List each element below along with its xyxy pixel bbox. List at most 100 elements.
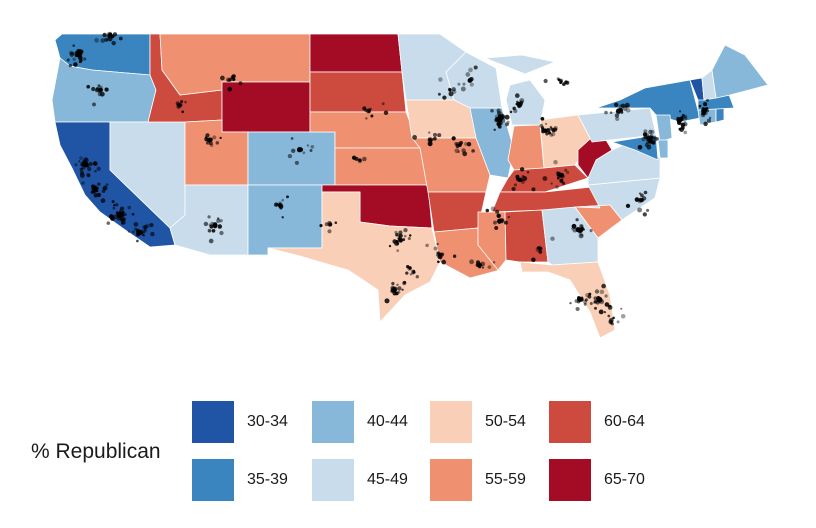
population-dot — [92, 161, 98, 166]
population-dot — [76, 53, 81, 58]
population-dot — [603, 310, 607, 314]
population-dot — [556, 77, 560, 81]
population-dot — [104, 87, 109, 92]
legend-title: % Republican — [31, 440, 161, 463]
population-dot — [643, 190, 648, 195]
population-dot — [205, 141, 209, 145]
population-dot — [569, 301, 572, 305]
population-dot — [560, 173, 564, 177]
population-dot — [435, 254, 439, 257]
population-dot — [599, 297, 603, 301]
population-dot — [681, 113, 685, 117]
population-dot — [513, 108, 518, 114]
population-dot — [403, 280, 407, 284]
population-dot — [72, 44, 75, 47]
population-dot — [290, 148, 296, 154]
population-dot — [127, 230, 131, 233]
population-dot — [136, 239, 139, 243]
population-dot — [589, 302, 593, 305]
population-dot — [100, 38, 105, 43]
population-dot — [490, 206, 496, 212]
population-dot — [504, 114, 510, 120]
population-dot — [227, 86, 232, 92]
population-dot — [408, 266, 412, 270]
population-dot — [427, 131, 431, 134]
population-dot — [433, 246, 438, 251]
population-dot — [552, 127, 558, 132]
population-dot — [407, 236, 411, 241]
population-dot — [557, 77, 561, 81]
population-dot — [428, 143, 432, 146]
population-dot — [593, 299, 598, 304]
population-dot — [118, 216, 123, 221]
population-dot — [412, 134, 418, 140]
population-dot — [469, 82, 474, 87]
legend-label: 35-39 — [247, 471, 288, 488]
population-dot — [604, 302, 610, 307]
population-dot — [555, 185, 559, 189]
legend-swatch — [549, 401, 591, 443]
population-dot — [650, 140, 654, 145]
population-dot — [454, 148, 460, 154]
population-dot — [219, 136, 222, 140]
population-dot — [531, 187, 536, 192]
population-dot — [95, 186, 99, 190]
population-dot — [519, 167, 525, 172]
population-dot — [549, 126, 553, 129]
population-dot — [433, 136, 437, 141]
population-dot — [302, 151, 306, 155]
population-dot — [319, 224, 323, 228]
population-dot — [95, 86, 100, 91]
population-dot — [143, 225, 148, 230]
population-dot — [448, 91, 454, 97]
population-dot — [277, 203, 283, 208]
population-dot — [367, 108, 372, 112]
population-dot — [646, 140, 650, 145]
population-dot — [492, 261, 496, 264]
population-dot — [279, 206, 283, 210]
population-dot — [537, 245, 541, 249]
population-dot — [594, 289, 600, 294]
population-dot — [505, 122, 509, 127]
population-dot — [572, 227, 578, 233]
population-dot — [494, 226, 499, 230]
population-dot — [359, 158, 362, 162]
population-dot — [637, 207, 643, 213]
population-dot — [112, 206, 116, 210]
population-dot — [238, 81, 243, 86]
population-dot — [370, 114, 374, 118]
population-dot — [96, 192, 101, 198]
population-dot — [231, 74, 235, 79]
population-dot — [559, 178, 564, 183]
population-dot — [94, 162, 98, 166]
population-dot — [92, 188, 96, 191]
population-dot — [640, 198, 644, 203]
population-dot — [683, 130, 688, 135]
legend-label: 45-49 — [367, 471, 408, 488]
population-dot — [561, 181, 566, 186]
population-dot — [642, 212, 647, 217]
population-dot — [582, 228, 585, 231]
population-dot — [490, 109, 494, 113]
population-dot — [395, 233, 399, 237]
population-dot — [84, 158, 89, 163]
population-dot — [518, 103, 522, 107]
population-dot — [649, 133, 654, 139]
population-dot — [519, 100, 524, 105]
population-dot — [409, 273, 413, 276]
population-dot — [143, 228, 147, 232]
population-dot — [212, 135, 217, 140]
population-dot — [546, 128, 551, 132]
state-ks — [334, 147, 429, 186]
legend-swatch — [430, 459, 472, 501]
population-dot — [485, 208, 490, 213]
population-dot — [85, 161, 89, 164]
population-dot — [465, 72, 471, 77]
population-dot — [184, 100, 187, 104]
population-dot — [144, 223, 150, 229]
population-dot — [74, 51, 78, 54]
population-dot — [207, 229, 211, 233]
population-dot — [99, 91, 105, 97]
population-dot — [388, 244, 392, 248]
population-dot — [309, 149, 313, 152]
